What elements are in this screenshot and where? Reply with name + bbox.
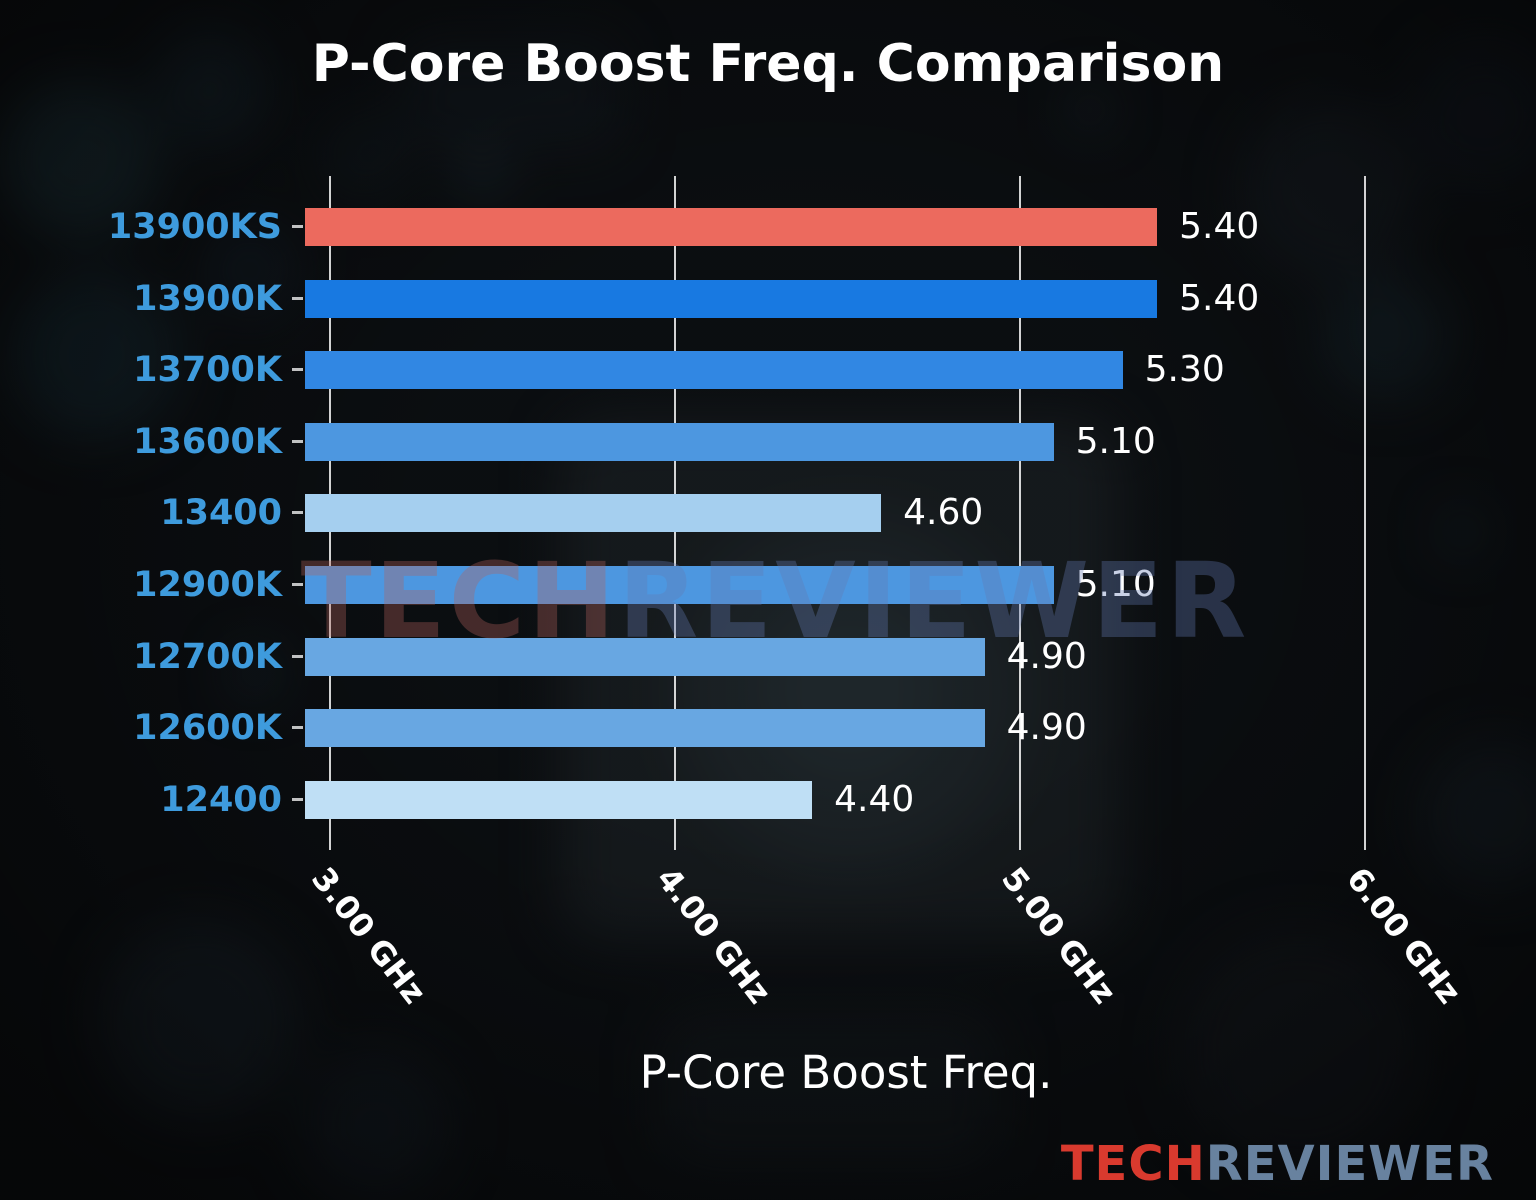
y-tick-mark [292, 797, 303, 801]
y-tick-mark [292, 583, 303, 586]
bar-13700k [305, 351, 1123, 390]
value-label: 4.90 [1006, 635, 1087, 677]
y-tick-mark [292, 296, 303, 300]
category-label: 13400 [160, 493, 282, 534]
bar-13900ks [305, 208, 1158, 246]
category-label: 12700K [133, 636, 282, 677]
value-label: 5.10 [1075, 420, 1156, 462]
x-tick-label: 3.00 GHz [304, 860, 434, 1011]
category-label: 12400 [160, 779, 282, 820]
y-tick-mark [292, 368, 303, 372]
center-watermark: TECHREVIEWER [301, 540, 1250, 662]
value-label: 4.60 [903, 492, 984, 534]
brand-reviewer-text: REVIEWER [1205, 1136, 1494, 1192]
value-label: 4.40 [834, 778, 915, 820]
value-label: 5.10 [1075, 564, 1156, 605]
bar-12700k [305, 637, 985, 676]
category-label: 13700K [133, 350, 282, 391]
gridline [1364, 176, 1366, 850]
y-tick-mark [292, 726, 303, 730]
x-tick-label: 5.00 GHz [994, 860, 1124, 1011]
y-tick-mark [292, 225, 303, 228]
watermark-tech-text: TECH [300, 540, 619, 662]
value-label: 5.30 [1144, 349, 1225, 391]
brand-logo: TECHREVIEWER [1061, 1136, 1494, 1192]
bar-13600k [305, 422, 1054, 461]
y-tick-mark [292, 439, 303, 443]
value-label: 4.90 [1006, 707, 1087, 749]
category-label: 12900K [133, 565, 282, 605]
category-label: 13600K [133, 421, 282, 462]
x-axis-label: P-Core Boost Freq. [639, 1046, 1053, 1099]
category-label: 13900KS [107, 207, 282, 247]
bar-12900k [305, 566, 1054, 604]
x-tick-label: 6.00 GHz [1339, 860, 1469, 1011]
gridline [1019, 176, 1021, 850]
category-label: 13900K [133, 278, 282, 319]
watermark-reviewer-text: REVIEWER [618, 540, 1250, 662]
value-label: 5.40 [1179, 206, 1260, 247]
x-tick-label: 4.00 GHz [649, 860, 779, 1011]
bar-13400 [305, 494, 882, 533]
y-tick-mark [292, 654, 303, 658]
bar-12600k [305, 709, 985, 748]
brand-tech-text: TECH [1060, 1136, 1206, 1192]
y-tick-mark [292, 511, 303, 515]
bar-13900k [305, 279, 1158, 318]
value-label: 5.40 [1179, 277, 1260, 319]
bar-12400 [305, 780, 813, 819]
category-label: 12600K [133, 708, 282, 749]
chart-title: P-Core Boost Freq. Comparison [311, 34, 1225, 94]
